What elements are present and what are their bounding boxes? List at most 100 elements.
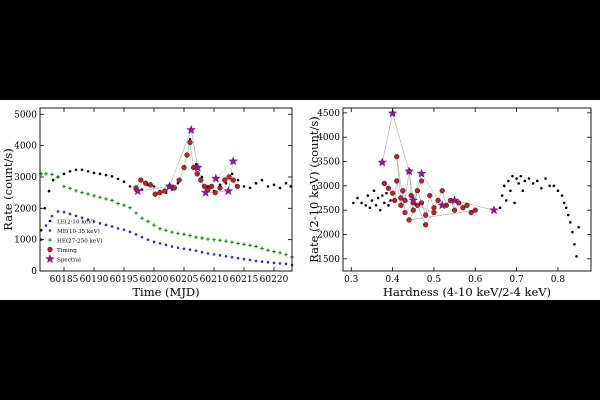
panel-2-series-1-point: [414, 188, 421, 194]
panel-2-series-1-line: [384, 156, 476, 226]
panel-2-y-tick-label: 4000: [317, 133, 340, 143]
panel-2-series-0-point: [511, 174, 514, 178]
panel-2-series-1-point: [398, 195, 404, 201]
panel-1-series-0-point: [43, 207, 47, 210]
panel-2-series-0-point: [566, 213, 570, 217]
panel-2-series-1-point: [418, 178, 425, 184]
panel-1-series-2-point: [230, 240, 234, 244]
panel-2-series-0-point: [366, 194, 370, 197]
panel-1-series-2-point: [182, 232, 186, 237]
panel-1-series-2-point: [278, 251, 282, 255]
panel-2-series-1-point: [452, 207, 458, 213]
panel-1-legend-marker-2: [48, 238, 52, 242]
panel-2-series-2-point: [489, 205, 499, 215]
panel-1-y-tick-label: 0: [31, 267, 37, 277]
panel-1-x-tick-label: 60220: [260, 275, 289, 285]
panel-1-series-1-point: [176, 246, 180, 250]
panel-1-series-3-point: [171, 185, 178, 191]
panel-2-series-2-point: [387, 108, 398, 118]
panel-2-series-0-point: [521, 189, 525, 193]
panel-1-series-2-point: [74, 188, 78, 193]
panel-2-y-tick-label: 2000: [317, 231, 340, 241]
panel-1-series-0-point: [74, 168, 78, 172]
panel-2-series-0-point: [569, 221, 572, 224]
panel-1-series-1-point: [146, 238, 150, 241]
panel-1-series-0-point: [284, 181, 288, 185]
panel-2-series-0-point: [519, 174, 523, 178]
panel-1-series-4-point: [228, 156, 239, 166]
panel-1-series-1-point: [134, 233, 138, 236]
panel-1-series-1-point: [140, 235, 144, 239]
panel-1-series-3-point: [212, 190, 218, 196]
panel-1-series-2-point: [218, 238, 222, 243]
panel-2-series-0-point: [389, 199, 392, 202]
panel-1-series-2-point: [128, 205, 132, 210]
panel-2-series-1-point: [468, 210, 474, 216]
panel-2-x-tick-label: 0.3: [344, 275, 359, 285]
panel-2-series-0-point: [380, 194, 384, 197]
panel-1-series-3-point: [176, 177, 182, 183]
panel-1-frame: [39, 107, 293, 272]
panel-1-series-1-point: [98, 222, 102, 225]
panel-1-y-tick-label: 3000: [14, 173, 37, 183]
panel-1-series-3-point: [184, 152, 190, 158]
panel-1-series-0-point: [116, 177, 120, 181]
panel-1-series-2-point: [146, 219, 150, 224]
panel-1-series-3-point: [147, 182, 154, 188]
panel-2-series-0-point: [378, 208, 382, 212]
panel-1-series-1-point: [278, 262, 282, 265]
panel-1-series-2-point: [224, 239, 228, 244]
panel-1-series-0-point: [260, 178, 264, 182]
panel-2-series-2-point: [408, 195, 419, 205]
panel-1-legend-label-4: Spectral: [57, 258, 81, 264]
panel-1-series-0-point: [92, 171, 96, 175]
panel-1-y-axis-label: Rate (count/s): [1, 148, 15, 230]
panel-1-x-tick-label: 60185: [50, 275, 79, 285]
panel-1-legend-marker-1: [48, 229, 52, 232]
panel-1-series-1-point: [74, 214, 78, 218]
panel-2-series-1-point: [394, 154, 400, 160]
panel-1-series-2-point: [170, 230, 174, 234]
panel-1-series-1-point: [248, 258, 252, 262]
panel-2-series-1-point: [398, 202, 404, 208]
panel-1-series-2-point: [104, 197, 108, 201]
panel-1-series-2-point: [98, 195, 102, 200]
panel-1-legend-label-0: LE(2-10 keV): [57, 219, 94, 226]
panel-2-x-tick-label: 0.4: [385, 275, 400, 285]
panel-2-series-0-point: [513, 201, 516, 205]
panel-1-series-0-point: [254, 181, 258, 185]
panel-1-series-1-point: [50, 214, 54, 218]
panel-2-series-1-point: [400, 188, 406, 194]
panel-1-x-axis-label: Time (MJD): [132, 285, 199, 299]
panel-1-series-0-point: [47, 189, 51, 193]
panel-1-series-2-point: [176, 231, 180, 236]
panel-1-series-2-point: [266, 248, 270, 253]
panel-2-series-0-point: [515, 177, 518, 180]
panel-1-series-1-point: [200, 250, 204, 254]
panel-1-series-2-point: [260, 246, 264, 251]
panel-2-series-0-point: [507, 179, 510, 183]
panel-1-series-2-point: [164, 228, 168, 233]
panel-1-series-1-point: [170, 245, 174, 248]
panel-1-series-1-point: [56, 210, 60, 213]
panel-2-series-0-point: [577, 225, 580, 229]
panel-2-series-1-point: [418, 200, 425, 206]
panel-1-series-0-point: [128, 185, 132, 188]
panel-1-y-tick-label: 2000: [14, 204, 37, 214]
panel-2-series-0-point: [535, 179, 539, 183]
panel-2-series-0-point: [544, 177, 547, 180]
panel-1-series-1-point: [104, 223, 108, 227]
panel-1-series-1-point: [284, 262, 288, 266]
panel-1-series-1-point: [182, 247, 186, 251]
panel-2-series-0-point: [523, 179, 527, 183]
panel-1-series-1-point: [242, 257, 246, 261]
panel-2-series-2-point: [404, 166, 414, 176]
panel-2-series-0-point: [374, 204, 378, 207]
panel-2-series-0-point: [560, 194, 564, 197]
panel-1-series-1-point: [272, 261, 276, 265]
panel-1-series-3-point: [138, 177, 144, 183]
panel-2-series-1-point: [392, 197, 398, 204]
panel-2-series-0-point: [364, 204, 368, 207]
panel-1-series-1-point: [194, 249, 198, 252]
panel-2-series-1-point: [381, 180, 387, 187]
